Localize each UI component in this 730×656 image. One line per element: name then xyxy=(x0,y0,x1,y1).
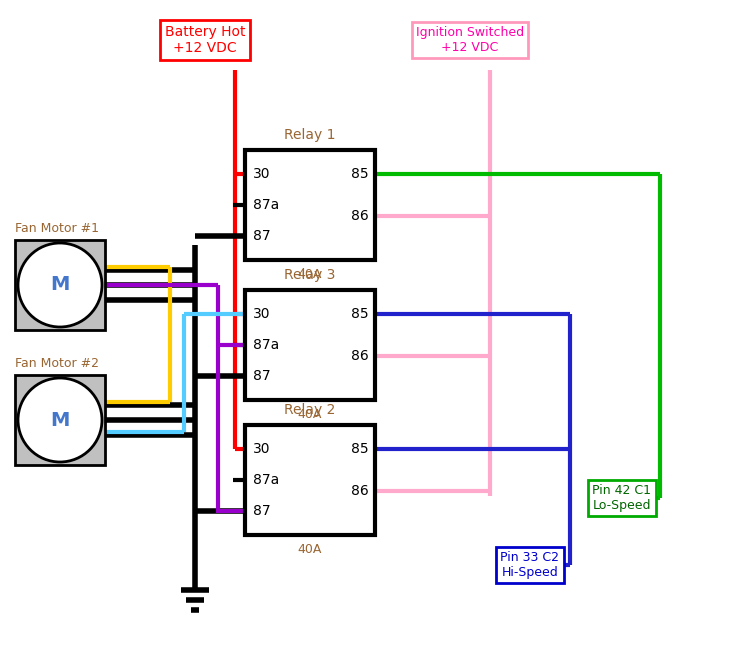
Text: 86: 86 xyxy=(351,209,369,223)
Text: 40A: 40A xyxy=(298,543,322,556)
Text: 85: 85 xyxy=(351,442,369,456)
Text: Relay 1: Relay 1 xyxy=(284,128,336,142)
Text: Relay 2: Relay 2 xyxy=(284,403,336,417)
Text: 40A: 40A xyxy=(298,268,322,281)
Text: 87: 87 xyxy=(253,369,271,383)
Text: 86: 86 xyxy=(351,349,369,363)
Text: 85: 85 xyxy=(351,307,369,321)
Text: Ignition Switched
+12 VDC: Ignition Switched +12 VDC xyxy=(416,26,524,54)
Text: 87: 87 xyxy=(253,504,271,518)
Text: 87a: 87a xyxy=(253,473,280,487)
Bar xyxy=(15,240,105,330)
Text: Pin 33 C2
Hi-Speed: Pin 33 C2 Hi-Speed xyxy=(501,551,559,579)
Text: Pin 42 C1
Lo-Speed: Pin 42 C1 Lo-Speed xyxy=(593,484,651,512)
Text: 86: 86 xyxy=(351,484,369,498)
Text: 40A: 40A xyxy=(298,408,322,421)
Text: Fan Motor #2: Fan Motor #2 xyxy=(15,357,99,370)
Text: 85: 85 xyxy=(351,167,369,181)
Text: 87a: 87a xyxy=(253,198,280,212)
Bar xyxy=(245,150,375,260)
Text: M: M xyxy=(50,411,69,430)
Bar xyxy=(15,375,105,465)
Text: 30: 30 xyxy=(253,167,271,181)
Bar xyxy=(245,290,375,400)
Text: Relay 3: Relay 3 xyxy=(284,268,336,282)
Text: M: M xyxy=(50,276,69,295)
Text: Battery Hot
+12 VDC: Battery Hot +12 VDC xyxy=(165,25,245,55)
Circle shape xyxy=(18,243,102,327)
Text: 87a: 87a xyxy=(253,338,280,352)
Circle shape xyxy=(18,378,102,462)
Text: 30: 30 xyxy=(253,442,271,456)
Text: 30: 30 xyxy=(253,307,271,321)
Text: 87: 87 xyxy=(253,229,271,243)
Bar xyxy=(245,425,375,535)
Text: Fan Motor #1: Fan Motor #1 xyxy=(15,222,99,235)
